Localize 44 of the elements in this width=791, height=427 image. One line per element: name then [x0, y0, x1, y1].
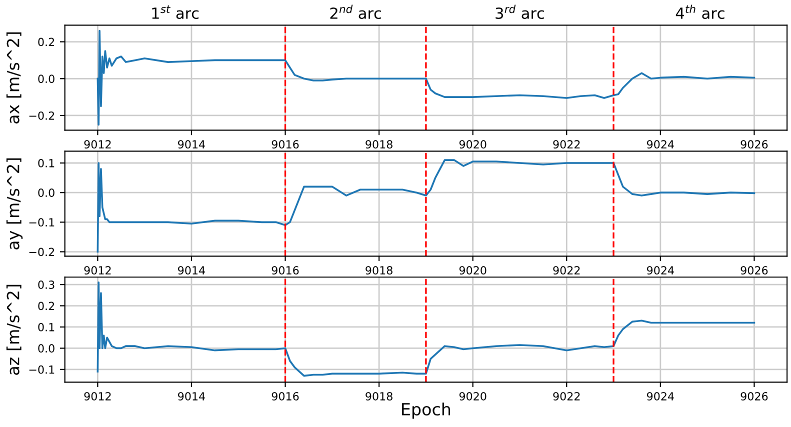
x-tick-label: 9016 [272, 140, 299, 149]
y-tick-label: −0.2 [29, 111, 54, 120]
x-tick-label: 9018 [366, 140, 392, 149]
text: 2$^{nd}$ arc [330, 4, 381, 19]
y-tick-label: −0.1 [29, 365, 54, 374]
text: 1$^{st}$ arc [152, 5, 199, 19]
x-tick-label: 9012 [84, 140, 111, 149]
x-tick-label: 9022 [553, 266, 580, 275]
x-tick-label: 9020 [459, 392, 486, 400]
x-tick-label: 9020 [459, 266, 486, 275]
y-axis-title: az [m/s^2] [6, 284, 22, 375]
y-axis-title: ax [m/s^2] [6, 32, 22, 124]
x-tick-label: 9016 [272, 266, 299, 275]
text: 4$^{th}$ arc [676, 4, 724, 19]
x-tick-label: 9018 [366, 266, 392, 275]
x-tick-label: 9026 [740, 392, 768, 400]
y-tick-label: 0.1 [38, 322, 54, 332]
x-tick-label: 9012 [84, 392, 111, 400]
y-axis-title: ay [m/s^2] [6, 158, 23, 250]
x-tick-label: 9024 [646, 392, 674, 400]
x-tick-label: 9024 [646, 140, 674, 149]
text: 3$^{rd}$ arc [496, 4, 544, 19]
x-tick-label: 9026 [740, 266, 768, 275]
y-tick-label: 0.2 [38, 302, 54, 310]
y-tick-label: −0.1 [29, 218, 54, 227]
y-tick-label: 0.1 [38, 158, 54, 168]
x-tick-label: 9026 [740, 140, 768, 149]
y-tick-label: 0.0 [38, 74, 54, 84]
x-tick-label: 9014 [178, 140, 205, 149]
y-tick-label: −0.2 [29, 248, 54, 256]
x-axis-title: Epoch [402, 402, 450, 419]
x-tick-label: 9024 [646, 266, 674, 275]
x-tick-label: 9018 [366, 392, 392, 400]
x-tick-label: 9014 [178, 266, 205, 275]
x-tick-label: 9014 [178, 392, 205, 400]
y-tick-label: 0.0 [38, 188, 54, 197]
y-tick-label: 0.2 [38, 38, 54, 46]
x-tick-label: 9022 [553, 140, 580, 149]
y-tick-label: 0.3 [38, 280, 54, 289]
x-tick-label: 9022 [553, 392, 580, 400]
x-tick-label: 9020 [459, 140, 486, 149]
x-tick-label: 9016 [272, 392, 299, 400]
y-tick-label: 0.0 [38, 344, 54, 353]
x-tick-label: 9012 [84, 266, 111, 275]
